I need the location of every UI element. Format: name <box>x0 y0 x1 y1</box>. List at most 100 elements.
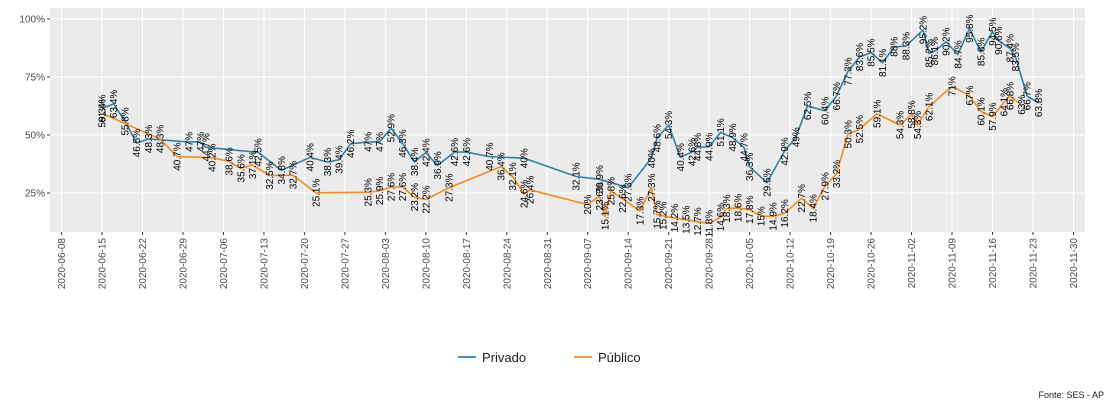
data-label: 71% <box>948 76 959 96</box>
series-line <box>101 26 1040 189</box>
data-label: 39.4% <box>335 145 346 173</box>
data-label: 24.6% <box>520 180 531 208</box>
data-label: 52.9% <box>387 114 398 142</box>
data-label: 87.4% <box>1005 34 1016 62</box>
data-label: 81.1% <box>878 49 889 77</box>
x-tick-label: 2020-06-29 <box>178 238 189 290</box>
data-label: 23.6% <box>595 182 606 210</box>
data-label: 22.7% <box>797 184 808 212</box>
data-label: 47% <box>196 132 207 152</box>
data-label: 40.7% <box>485 142 496 170</box>
data-label: 54.3% <box>896 111 907 139</box>
data-label: 62.5% <box>803 92 814 120</box>
x-tick-label: 2020-08-03 <box>381 238 392 290</box>
data-label: 27.6% <box>387 173 398 201</box>
data-label: 40.7% <box>173 142 184 170</box>
data-label: 27.3% <box>624 173 635 201</box>
x-tick-label: 2020-06-22 <box>138 238 149 290</box>
data-label: 50.3% <box>843 120 854 148</box>
data-label: 77.3% <box>843 57 854 85</box>
data-label: 48.6% <box>653 124 664 152</box>
data-label: 90.6% <box>994 26 1005 54</box>
data-label: 46.2% <box>346 130 357 158</box>
x-tick-label: 2020-11-16 <box>988 238 999 289</box>
data-label: 38.4% <box>410 148 421 176</box>
data-label: 15% <box>757 206 768 226</box>
data-label: 47% <box>364 132 375 152</box>
data-label: 40.2% <box>207 143 218 171</box>
data-label: 23.2% <box>410 183 421 211</box>
x-tick-label: 2020-08-31 <box>543 238 554 290</box>
data-label: 54.3% <box>664 111 675 139</box>
series-line <box>101 85 1022 225</box>
data-label: 32.5% <box>265 161 276 189</box>
data-label: 13.5% <box>682 205 693 233</box>
data-label: 52.5% <box>855 115 866 143</box>
data-label: 42.6% <box>450 138 461 166</box>
data-label: 90.2% <box>942 27 953 55</box>
data-label: 42.5% <box>254 138 265 166</box>
data-label: 85.8% <box>976 38 987 66</box>
data-label: 63.8% <box>1034 89 1045 117</box>
data-label: 61.4% <box>98 94 109 122</box>
legend-label: Público <box>598 350 641 365</box>
data-label: 14.6% <box>716 203 727 231</box>
data-label: 25.3% <box>364 178 375 206</box>
x-tick-label: 2020-10-26 <box>867 238 878 290</box>
x-tick-label: 2020-11-30 <box>1069 238 1080 289</box>
data-label: 27.9% <box>820 172 831 200</box>
data-label: 40% <box>647 148 658 168</box>
data-label: 40.4% <box>676 143 687 171</box>
data-label: 95.2% <box>919 16 930 44</box>
data-label: 60.4% <box>820 97 831 125</box>
x-tick-label: 2020-10-12 <box>786 238 797 290</box>
data-label: 44.8% <box>693 133 704 161</box>
data-label: 66.7% <box>832 82 843 110</box>
data-label: 12.7% <box>693 207 704 235</box>
x-tick-label: 2020-09-07 <box>583 238 594 290</box>
data-label: 54.3% <box>913 111 924 139</box>
data-label: 51.1% <box>716 118 727 146</box>
data-label: 48.9% <box>728 123 739 151</box>
data-label: 35.6% <box>236 154 247 182</box>
data-label: 42.6% <box>462 138 473 166</box>
data-label: 83.5% <box>1011 43 1022 71</box>
data-label: 34.8% <box>277 156 288 184</box>
data-label: 14.9% <box>768 202 779 230</box>
data-label: 44.7% <box>202 133 213 161</box>
data-label: 36.9% <box>433 151 444 179</box>
data-label: 55.8% <box>121 107 132 135</box>
data-label: 18.4% <box>809 194 820 222</box>
data-label: 67% <box>965 85 976 105</box>
data-label: 22.6% <box>618 184 629 212</box>
data-label: 11.8% <box>705 210 716 238</box>
data-label: 85.5% <box>867 38 878 66</box>
data-label: 46.3% <box>398 129 409 157</box>
data-label: 32.7% <box>288 161 299 189</box>
x-tick-label: 2020-07-20 <box>300 238 311 290</box>
data-label: 95.8% <box>965 14 976 42</box>
data-label: 48.3% <box>155 125 166 153</box>
data-label: 14.2% <box>670 204 681 232</box>
data-label: 25.9% <box>375 177 386 205</box>
data-label: 27.6% <box>398 173 409 201</box>
x-tick-label: 2020-11-02 <box>907 238 918 289</box>
caption: Fonte: SES - AP <box>1038 390 1104 400</box>
x-tick-label: 2020-06-15 <box>98 238 109 290</box>
data-label: 47% <box>184 132 195 152</box>
data-label: 88% <box>890 37 901 57</box>
data-label: 33.2% <box>832 160 843 188</box>
data-label: 66.8% <box>1005 82 1016 110</box>
data-label: 17.8% <box>745 195 756 223</box>
data-label: 25.1% <box>312 179 323 207</box>
y-tick-label: 75% <box>25 72 45 83</box>
data-label: 27.3% <box>445 173 456 201</box>
data-label: 49% <box>791 127 802 147</box>
data-label: 36.3% <box>745 153 756 181</box>
data-label: 47% <box>375 132 386 152</box>
data-label: 16.2% <box>780 199 791 227</box>
x-tick-label: 2020-10-05 <box>745 238 756 290</box>
data-label: 85.2% <box>924 39 935 67</box>
data-label: 58.8% <box>907 100 918 128</box>
